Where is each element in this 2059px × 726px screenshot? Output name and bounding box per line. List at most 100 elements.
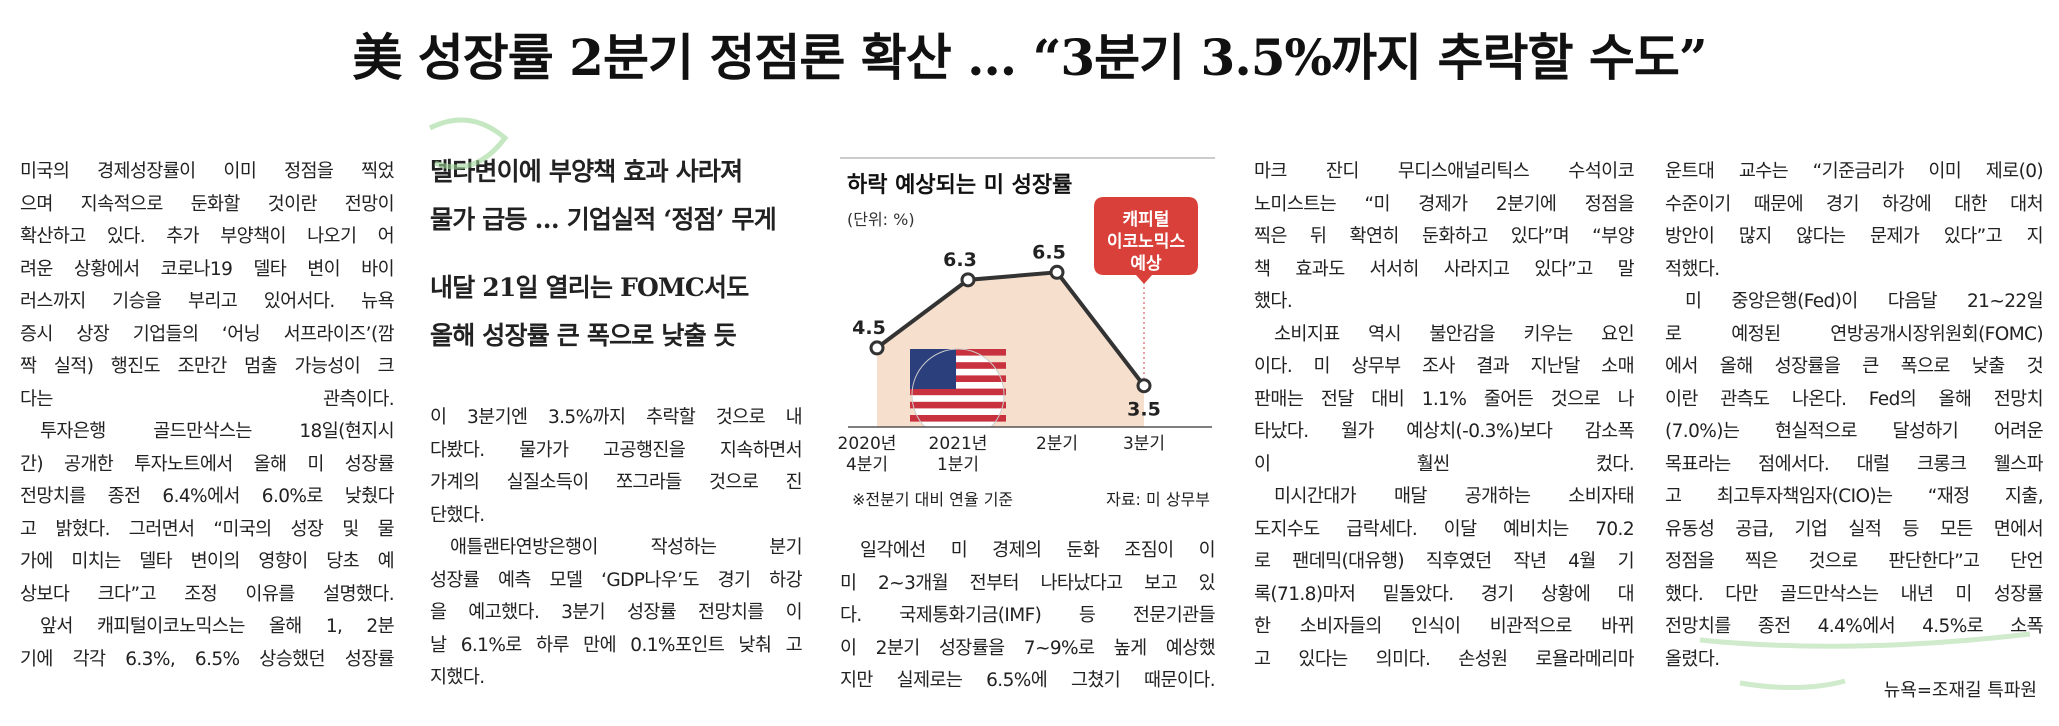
text-line: 다는 관측이다. [20,388,394,410]
text-line: 타났다. 월가 예상치(-0.3%)보다 감소폭 [1254,421,1634,442]
text-line: 했다. [1254,291,1293,312]
text-line: 정점을 찍은 것으로 판단한다”고 단언 [1665,551,2043,572]
text-line: 지만 실제로는 6.5%에 그쳤기 때문이다. [840,670,1215,691]
text-line: 운트대 교수는 “기준금리가 이미 제로(0) [1665,161,2043,182]
subhead: 델타변이에 부양책 효과 사라져 [430,157,743,186]
text-line: 고 밝혔다. 그러면서 “미국의 성장 및 물 [20,518,394,540]
text-line: 증시 상장 기업들의 ‘어닝 서프라이즈’(깜 [20,323,394,345]
text-line: 짝 실적) 행진도 조만간 멈출 가능성이 크 [20,356,394,377]
text-line: 미 2~3개월 전부터 나타났다고 보고 있 [840,572,1215,594]
flag-rim [911,348,1005,427]
text-line: 성장률 예측 모델 ‘GDP나우’도 경기 하강 [430,569,802,591]
flag-part [910,349,1006,356]
point [960,272,976,288]
text-line: 마크 잔디 무디스애널리틱스 수석이코 [1254,161,1634,182]
x-tick-label: 4분기 [846,455,888,475]
flag-part [910,362,1006,369]
chart-title: 하락 예상되는 미 성장률 [847,173,1072,198]
x-tick-label: 2분기 [1036,434,1078,454]
text-line: 가에 미치는 델타 변이의 영향이 당초 예 [20,551,394,572]
text-line: 날 6.1%로 하루 만에 0.1%포인트 낮춰 고 [430,634,802,656]
text-line: 애틀랜타연방은행이 작성하는 분기 [450,537,802,558]
flag-part [910,388,1006,396]
text-line: 단했다. [430,504,485,526]
x-tick-label: 2021년 [929,434,988,454]
text-line: 이 2분기 성장률을 7~9%로 높게 예상했 [840,637,1215,659]
text-line: 일각에선 미 경제의 둔화 조짐이 이 [860,540,1215,561]
text-line: 을 예고했다. 3분기 성장률 전망치를 이 [430,602,802,623]
area [877,272,1144,427]
text-line: (7.0%)는 현실적으로 달성하기 어려운 [1665,421,2043,442]
annotation: 캐피털 [1123,210,1170,230]
text-line: 적했다. [1665,258,1720,280]
text-line: 록(71.8)마저 밑돌았다. 경기 상황에 대 [1254,583,1634,605]
text-line: 러스까지 기승을 부리고 있어서다. 뉴욕 [20,291,394,312]
text-line: 책 효과도 서서히 사라지고 있다”고 말 [1254,258,1634,280]
annotation-badge [1094,197,1198,284]
flag-part [910,349,956,389]
text-line: 전망치를 종전 4.4%에서 4.5%로 소폭 [1665,616,2043,637]
text-line: 상보다 크다”고 조정 이유를 설명했다. [20,583,394,605]
x-tick-label: 1분기 [937,455,979,475]
chart-source: 자료: 미 상무부 [1106,490,1210,509]
text-line: 유동성 공급, 기업 실적 등 모든 면에서 [1665,518,2043,540]
x-tick-label: 3분기 [1123,434,1165,454]
line [875,270,1146,387]
text-line: 이란 관측도 나온다. Fed의 올해 전망치 [1665,388,2043,410]
value-label: 3.5 [1127,399,1161,421]
text-line: 다봤다. 물가가 고공행진을 지속하면서 [430,439,802,461]
text-line: 방안이 많지 않다는 문제가 있다”고 지 [1665,226,2043,247]
flag-part [912,349,1004,427]
value-label: 4.5 [852,317,886,339]
text-line: 전망치를 종전 6.4%에서 6.0%로 낮췄다 [20,486,394,507]
annotation: 예상 [1130,254,1162,274]
text-line: 간) 공개한 투자노트에서 올해 미 성장률 [20,453,394,475]
text-line: 투자은행 골드만삭스는 18일(현지시 [40,421,394,442]
text-line: 확산하고 있다. 추가 부양책이 나오기 어 [20,226,394,247]
text-line: 이다. 미 상무부 조사 결과 지난달 소매 [1254,356,1634,377]
flag-part [910,375,1006,382]
point [1136,378,1152,394]
text-line: 로 예정된 연방공개시장위원회(FOMC) [1665,323,2043,345]
text-line: 미시간대가 매달 공개하는 소비자태 [1274,486,1634,507]
point [1049,264,1065,280]
text-line: 노미스트는 “미 경제가 2분기에 정점을 [1254,193,1634,215]
chart-unit: (단위: %) [847,210,915,229]
text-line: 도지수도 급락세다. 이달 예비치는 70.2 [1254,518,1634,540]
point [869,340,885,356]
text-line: 으며 지속적으로 둔화할 것이란 전망이 [20,193,394,215]
flag-part [910,401,1006,409]
text-line: 가계의 실질소득이 쪼그라들 것으로 진 [430,472,802,493]
text-line: 목표라는 점에서다. 대럴 크롱크 웰스파 [1665,453,2043,475]
byline: 뉴욕=조재길 특파원 [1883,680,2037,701]
text-line: 이 훨씬 컸다. [1254,453,1634,475]
subhead: 내달 21일 열리는 FOMC서도 [430,273,749,302]
text-line: 수준이기 때문에 경기 하강에 대한 대처 [1665,193,2043,215]
text-line: 소비지표 역시 불안감을 키우는 요인 [1274,323,1634,345]
x-tick-label: 2020년 [838,434,897,454]
flag-part [910,415,1006,422]
value-label: 6.5 [1032,241,1066,263]
text-line: 한 소비자들의 인식이 비관적으로 바뀌 [1254,616,1634,637]
text-line: 미 중앙은행(Fed)이 다음달 21~22일 [1685,291,2043,312]
text-line: 이 3분기엔 3.5%까지 추락할 것으로 내 [430,407,802,428]
text-line: 했다. 다만 골드만삭스는 내년 미 성장률 [1665,583,2043,605]
text-line: 다. 국제통화기금(IMF) 등 전문기관들 [840,605,1215,626]
text-line: 판매는 전달 대비 1.1% 줄어든 것으로 나 [1254,388,1634,410]
text-line: 지했다. [430,667,485,688]
text-line: 고 최고투자책임자(CIO)는 “재정 지출, [1665,486,2043,507]
chart-note: ※전분기 대비 연율 기준 [852,490,1013,509]
text-line: 로 팬데믹(대유행) 직후였던 작년 4월 기 [1254,551,1634,572]
text-line: 미국의 경제성장률이 이미 정점을 찍었 [20,161,394,182]
headline: 美 성장률 2분기 정점론 확산 … “3분기 3.5%까지 추락할 수도” [352,28,1707,87]
text-line: 올렸다. [1665,648,1720,670]
text-line: 앞서 캐피털이코노믹스는 올해 1, 2분 [40,616,394,637]
flag [910,349,1006,427]
text-line: 려운 상황에서 코로나19 델타 변이 바이 [20,258,394,280]
